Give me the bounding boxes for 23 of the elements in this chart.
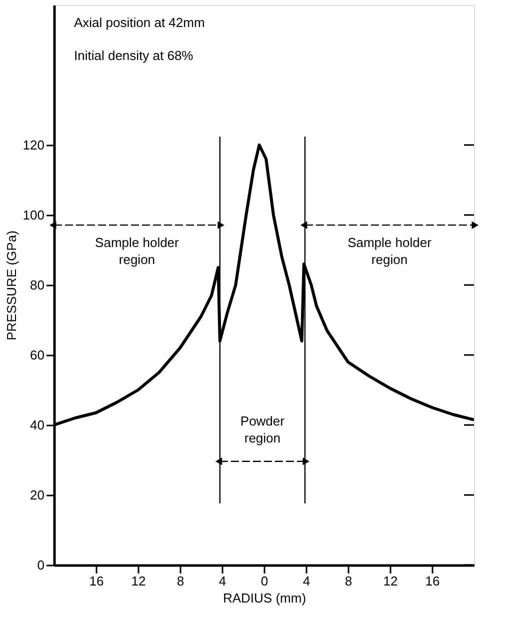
x-tick-label: 8: [176, 574, 184, 588]
y-tick-label: 0: [37, 558, 44, 572]
x-tick-label: 12: [131, 574, 146, 588]
annotation: Sample holder region: [348, 235, 432, 268]
x-tick-label: 4: [218, 574, 226, 588]
x-tick-label: 8: [344, 574, 352, 588]
y-tick-label: 100: [22, 208, 44, 222]
x-tick-label: 12: [383, 574, 398, 588]
y-axis-title: PRESSURE (GPa): [4, 230, 19, 340]
y-tick-label: 80: [30, 278, 44, 292]
x-tick-label: 16: [425, 574, 440, 588]
y-tick-label: 20: [30, 488, 44, 502]
annotation: Sample holder region: [95, 235, 180, 268]
annotation: Axial position at 42mm: [74, 15, 205, 30]
y-tick-label: 40: [30, 418, 44, 432]
annotation: Powder region: [240, 413, 286, 446]
annotation: Initial density at 68%: [74, 48, 194, 63]
x-tick-label: 16: [89, 574, 104, 588]
y-tick-label: 60: [30, 348, 44, 362]
x-axis-title: RADIUS (mm): [222, 590, 306, 606]
x-tick-label: 4: [302, 574, 310, 588]
y-tick-label: 120: [22, 138, 44, 152]
x-tick-label: 0: [260, 574, 268, 588]
